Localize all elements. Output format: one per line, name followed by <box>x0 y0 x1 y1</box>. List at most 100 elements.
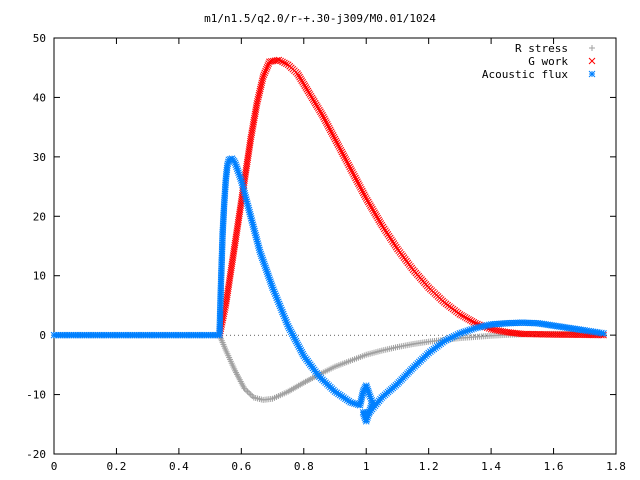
data-point <box>324 122 332 130</box>
data-point <box>347 165 354 173</box>
data-point <box>282 60 290 68</box>
data-point <box>362 195 370 202</box>
x-axis: 0 0.2 0.4 0.6 0.8 1 1.2 1.4 1.6 1.8 <box>51 38 626 473</box>
data-point <box>262 67 269 75</box>
data-point <box>340 152 348 160</box>
data-point <box>349 169 356 176</box>
data-point <box>255 91 263 99</box>
chart-title: m1/n1.5/q2.0/r-+.30-j309/M0.01/1024 <box>204 12 436 25</box>
data-point <box>323 121 331 128</box>
data-point <box>346 163 353 171</box>
data-point <box>356 182 363 189</box>
data-point <box>344 159 352 167</box>
data-point <box>373 212 380 220</box>
data-point <box>377 220 385 227</box>
data-point <box>258 79 266 87</box>
y-axis: -20 -10 0 10 20 30 40 50 <box>26 32 616 461</box>
data-point <box>259 75 267 83</box>
y-tick-label: 20 <box>33 210 46 223</box>
x-tick-label: 1.4 <box>481 460 501 473</box>
data-point <box>322 117 329 125</box>
data-point <box>460 312 467 320</box>
data-point <box>372 211 379 218</box>
data-point <box>244 388 251 395</box>
data-point <box>368 204 375 211</box>
data-point <box>345 161 353 169</box>
data-point <box>342 156 350 163</box>
y-tick-label: 0 <box>39 329 46 342</box>
data-point <box>353 176 360 184</box>
x-tick-label: 0.8 <box>294 460 314 473</box>
data-point <box>261 69 269 77</box>
data-point <box>336 144 344 152</box>
data-point <box>330 133 338 141</box>
data-point <box>258 77 266 85</box>
data-point <box>468 317 476 325</box>
data-point <box>327 128 335 136</box>
data-point <box>358 187 366 195</box>
data-point <box>341 154 349 161</box>
series-g-work <box>216 56 607 339</box>
data-point <box>254 95 262 103</box>
data-point <box>363 196 371 204</box>
data-point <box>360 191 368 199</box>
x-tick-label: 1 <box>363 460 370 473</box>
x-tick-label: 1.2 <box>419 460 439 473</box>
y-tick-label: 50 <box>33 32 46 45</box>
x-tick-label: 0.4 <box>169 460 189 473</box>
data-point <box>465 315 472 323</box>
data-point <box>361 193 369 200</box>
data-point <box>466 316 474 324</box>
data-point <box>354 178 361 186</box>
plot-frame <box>53 37 617 455</box>
x-tick-label: 0 <box>51 460 58 473</box>
data-point <box>470 318 478 326</box>
data-point <box>343 157 351 165</box>
data-point <box>334 141 342 148</box>
data-point <box>359 189 367 197</box>
data-point <box>325 124 333 132</box>
data-point <box>319 111 326 119</box>
data-point <box>281 59 288 67</box>
data-point <box>369 205 376 213</box>
data-point <box>463 314 471 322</box>
legend-marker <box>588 57 596 65</box>
data-point <box>323 119 330 126</box>
x-tick-label: 0.6 <box>231 460 251 473</box>
data-point <box>374 214 382 222</box>
data-point <box>351 172 358 180</box>
data-point <box>329 132 337 139</box>
data-point <box>357 183 364 191</box>
data-point <box>371 209 378 217</box>
data-point <box>326 126 334 134</box>
data-point <box>364 198 372 206</box>
data-point <box>352 174 359 182</box>
data-point <box>335 143 343 150</box>
data-point <box>456 310 464 318</box>
x-tick-label: 1.8 <box>606 460 626 473</box>
data-point <box>320 113 327 121</box>
data-point <box>263 63 271 71</box>
y-tick-label: -20 <box>26 448 46 461</box>
series-r-stress <box>51 330 607 403</box>
data-point <box>259 73 267 80</box>
data-point <box>367 202 374 209</box>
x-tick-label: 0.2 <box>107 460 127 473</box>
data-point <box>257 81 265 89</box>
data-point <box>458 311 465 319</box>
data-point <box>253 100 261 107</box>
legend-marker <box>588 70 596 78</box>
x-tick-label: 1.6 <box>544 460 564 473</box>
legend-label: R stress <box>515 42 568 55</box>
data-point <box>277 57 285 65</box>
data-point <box>365 200 373 208</box>
data-point <box>332 137 340 145</box>
y-tick-label: 40 <box>33 91 46 104</box>
data-point <box>247 391 254 398</box>
data-point <box>256 87 264 95</box>
y-tick-label: 30 <box>33 151 46 164</box>
data-point <box>256 85 264 93</box>
series-layer <box>50 56 607 425</box>
data-point <box>254 97 261 105</box>
